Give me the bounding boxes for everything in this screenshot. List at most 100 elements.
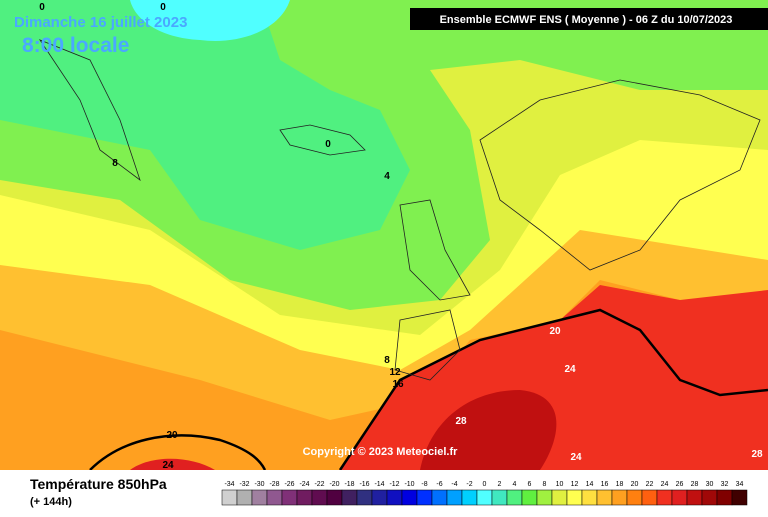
legend-swatch xyxy=(626,489,643,506)
legend-label: 4 xyxy=(513,481,517,488)
legend-swatch xyxy=(446,489,463,506)
legend-swatch xyxy=(311,489,328,506)
contour-label: 20 xyxy=(166,430,178,441)
footer-lead: (+ 144h) xyxy=(30,496,72,508)
legend-label: -12 xyxy=(389,481,399,488)
legend-swatch xyxy=(281,489,298,506)
copyright: Copyright © 2023 Meteociel.fr xyxy=(303,446,459,458)
legend-swatch xyxy=(251,489,268,506)
legend-label: -20 xyxy=(329,481,339,488)
legend-swatch xyxy=(431,489,448,506)
legend-label: 32 xyxy=(721,481,729,488)
legend-swatch xyxy=(581,489,598,506)
contour-label: 0 xyxy=(325,139,331,150)
contour-label: 24 xyxy=(162,460,174,471)
legend-swatch xyxy=(506,489,523,506)
legend-swatch xyxy=(326,489,343,506)
contour-label: 0 xyxy=(160,2,166,13)
contour-20 xyxy=(89,434,267,471)
legend-swatch xyxy=(551,489,568,506)
legend-label: 8 xyxy=(543,481,547,488)
legend-swatch xyxy=(656,489,673,506)
legend-swatch xyxy=(521,489,538,506)
legend-label: 10 xyxy=(556,481,564,488)
contour-label: 20 xyxy=(549,326,561,337)
footer-title: Température 850hPa xyxy=(30,476,167,492)
legend-label: 22 xyxy=(646,481,654,488)
legend-label: -16 xyxy=(359,481,369,488)
legend-label: 30 xyxy=(706,481,714,488)
legend-label: -4 xyxy=(451,481,457,488)
legend-label: -6 xyxy=(436,481,442,488)
contour-label: 16 xyxy=(392,379,404,390)
legend-label: -34 xyxy=(224,481,234,488)
legend-swatch xyxy=(731,489,748,506)
legend-label: 12 xyxy=(571,481,579,488)
contour-label: 28 xyxy=(455,416,467,427)
legend-swatch xyxy=(401,489,418,506)
contour-label: 12 xyxy=(389,367,401,378)
contour-label: 24 xyxy=(564,364,576,375)
coastline xyxy=(38,39,761,381)
legend-label: 0 xyxy=(483,481,487,488)
legend-swatch xyxy=(536,489,553,506)
legend-label: -26 xyxy=(284,481,294,488)
legend-swatch xyxy=(236,489,253,506)
legend-swatch xyxy=(386,489,403,506)
legend-swatch xyxy=(341,489,358,506)
legend-label: -28 xyxy=(269,481,279,488)
contour-label: 8 xyxy=(384,355,390,366)
legend-swatch xyxy=(356,489,373,506)
legend-label: 34 xyxy=(736,481,744,488)
legend-swatch xyxy=(671,489,688,506)
time-label: 8:00 locale xyxy=(22,34,129,57)
legend-label: -30 xyxy=(254,481,264,488)
legend-label: 16 xyxy=(601,481,609,488)
legend-label: 2 xyxy=(498,481,502,488)
temperature-field xyxy=(130,0,290,41)
contour-label: 0 xyxy=(39,2,45,13)
legend-swatch xyxy=(221,489,238,506)
legend-swatch xyxy=(416,489,433,506)
temperature-field xyxy=(130,458,215,470)
temperature-field xyxy=(420,390,557,470)
legend-label: -18 xyxy=(344,481,354,488)
legend-swatch xyxy=(491,489,508,506)
contour-label: 8 xyxy=(112,158,118,169)
contour-label: 4 xyxy=(384,171,390,182)
legend-label: 14 xyxy=(586,481,594,488)
legend-label: -24 xyxy=(299,481,309,488)
legend-swatch xyxy=(566,489,583,506)
legend-swatch xyxy=(296,489,313,506)
legend-swatch xyxy=(701,489,718,506)
legend-swatch xyxy=(641,489,658,506)
date-label: Dimanche 16 juillet 2023 xyxy=(14,14,187,31)
legend-label: 26 xyxy=(676,481,684,488)
legend-label: -8 xyxy=(421,481,427,488)
legend-label: 20 xyxy=(631,481,639,488)
legend-swatch xyxy=(611,489,628,506)
legend-label: -32 xyxy=(239,481,249,488)
legend-swatch xyxy=(371,489,388,506)
contour-20 xyxy=(338,308,768,471)
contour-label: 28 xyxy=(751,449,763,460)
legend-label: -14 xyxy=(374,481,384,488)
legend-swatch xyxy=(596,489,613,506)
legend-label: 6 xyxy=(528,481,532,488)
legend-label: -22 xyxy=(314,481,324,488)
legend-swatch xyxy=(686,489,703,506)
legend-swatch xyxy=(716,489,733,506)
contour-label: 24 xyxy=(570,452,582,463)
legend-swatch xyxy=(461,489,478,506)
legend-swatch xyxy=(266,489,283,506)
legend-label: -10 xyxy=(404,481,414,488)
legend-label: 24 xyxy=(661,481,669,488)
legend-label: 18 xyxy=(616,481,624,488)
model-info: Ensemble ECMWF ENS ( Moyenne ) - 06 Z du… xyxy=(440,14,733,26)
legend-label: 28 xyxy=(691,481,699,488)
legend-label: -2 xyxy=(466,481,472,488)
legend-swatch xyxy=(476,489,493,506)
header-box xyxy=(410,8,768,30)
temperature-field xyxy=(0,0,410,250)
